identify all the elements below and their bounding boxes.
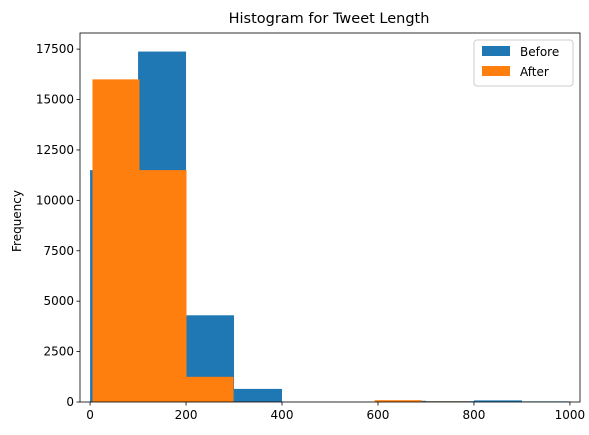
x-tick-label-4: 800 <box>463 408 486 422</box>
before-bar-8 <box>473 400 522 402</box>
x-tick-label-5: 1000 <box>555 408 586 422</box>
x-tick-label-2: 400 <box>271 408 294 422</box>
y-tick-label-3: 7500 <box>43 244 74 258</box>
x-axis: 0 200 400 600 800 1000 <box>86 402 585 422</box>
y-tick-label-5: 12500 <box>36 143 74 157</box>
legend-label-after: After <box>520 65 549 79</box>
y-tick-label-2: 5000 <box>43 294 74 308</box>
y-axis: 0 2500 5000 7500 10000 12500 15000 17500 <box>36 42 80 409</box>
y-axis-label: Frequency <box>10 190 24 252</box>
y-tick-label-7: 17500 <box>36 42 74 56</box>
y-tick-label-1: 2500 <box>43 345 74 359</box>
legend-swatch-after <box>482 66 510 76</box>
after-bar-2 <box>186 376 234 402</box>
legend-swatch-before <box>482 46 510 56</box>
y-tick-label-0: 0 <box>66 395 74 409</box>
x-tick-label-0: 0 <box>86 408 94 422</box>
after-bar-6 <box>374 400 422 402</box>
before-bar-3 <box>234 388 283 402</box>
legend-label-before: Before <box>520 45 559 59</box>
legend: Before After <box>473 39 574 87</box>
y-tick-label-6: 15000 <box>36 93 74 107</box>
plot-area <box>79 32 581 403</box>
after-bar-0 <box>92 79 140 403</box>
axes-frame <box>79 32 581 403</box>
series-after <box>92 79 469 403</box>
x-tick-label-1: 200 <box>175 408 198 422</box>
x-tick-label-3: 600 <box>367 408 390 422</box>
y-tick-label-4: 10000 <box>36 193 74 207</box>
chart-title: Histogram for Tweet Length <box>229 11 430 27</box>
after-bar-1 <box>139 170 187 402</box>
